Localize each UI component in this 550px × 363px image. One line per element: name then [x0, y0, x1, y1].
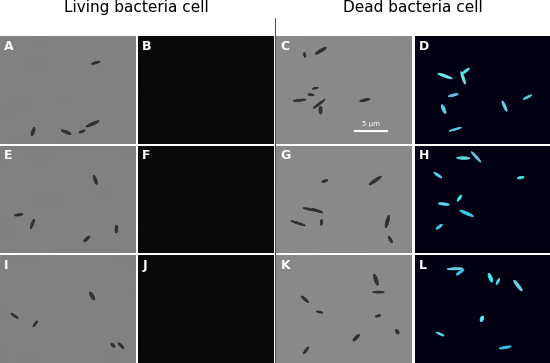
Ellipse shape — [293, 99, 306, 102]
Ellipse shape — [312, 87, 318, 89]
Ellipse shape — [304, 347, 309, 354]
Ellipse shape — [115, 225, 118, 233]
Ellipse shape — [514, 280, 522, 291]
Text: K: K — [280, 258, 290, 272]
Ellipse shape — [291, 221, 305, 226]
Ellipse shape — [385, 215, 389, 228]
Ellipse shape — [438, 203, 449, 205]
Ellipse shape — [14, 214, 23, 216]
Text: G: G — [280, 149, 291, 162]
Ellipse shape — [90, 292, 95, 300]
Ellipse shape — [118, 343, 124, 348]
Ellipse shape — [449, 127, 461, 131]
Ellipse shape — [471, 152, 481, 162]
Ellipse shape — [456, 269, 464, 275]
Ellipse shape — [375, 315, 381, 317]
Text: H: H — [419, 149, 429, 162]
Ellipse shape — [499, 346, 511, 349]
Ellipse shape — [523, 95, 532, 99]
Text: L: L — [419, 258, 427, 272]
Text: D: D — [419, 40, 429, 53]
Ellipse shape — [388, 236, 392, 243]
Ellipse shape — [461, 72, 465, 84]
Ellipse shape — [456, 157, 470, 159]
Ellipse shape — [436, 332, 444, 336]
Text: E: E — [4, 149, 13, 162]
Ellipse shape — [319, 106, 322, 114]
Ellipse shape — [86, 121, 99, 127]
Ellipse shape — [441, 105, 446, 114]
Text: Living bacteria cell: Living bacteria cell — [64, 0, 209, 15]
Text: F: F — [142, 149, 151, 162]
Text: A: A — [4, 40, 14, 53]
Ellipse shape — [438, 73, 452, 79]
Ellipse shape — [31, 127, 35, 135]
Ellipse shape — [84, 236, 90, 242]
Ellipse shape — [518, 176, 524, 179]
Ellipse shape — [61, 130, 71, 134]
Ellipse shape — [373, 274, 378, 285]
Text: J: J — [142, 258, 147, 272]
Ellipse shape — [312, 209, 323, 213]
Ellipse shape — [462, 68, 469, 74]
Ellipse shape — [480, 316, 483, 322]
Ellipse shape — [303, 208, 317, 211]
Ellipse shape — [488, 273, 493, 282]
Ellipse shape — [447, 268, 463, 270]
Text: I: I — [4, 258, 9, 272]
Ellipse shape — [436, 224, 442, 229]
Ellipse shape — [448, 94, 458, 97]
Ellipse shape — [369, 176, 382, 185]
Text: 5 μm: 5 μm — [362, 121, 380, 127]
Ellipse shape — [91, 61, 100, 64]
Ellipse shape — [395, 329, 399, 334]
Ellipse shape — [314, 99, 325, 108]
Ellipse shape — [111, 343, 115, 347]
Ellipse shape — [308, 94, 314, 96]
Ellipse shape — [353, 334, 360, 341]
Ellipse shape — [322, 179, 328, 183]
Ellipse shape — [11, 313, 18, 318]
Ellipse shape — [79, 130, 85, 133]
Ellipse shape — [460, 210, 474, 217]
Ellipse shape — [496, 278, 499, 285]
Ellipse shape — [502, 101, 507, 111]
Text: C: C — [280, 40, 289, 53]
Ellipse shape — [301, 296, 309, 302]
Ellipse shape — [457, 195, 462, 201]
Text: B: B — [142, 40, 152, 53]
Ellipse shape — [316, 311, 323, 313]
Ellipse shape — [315, 47, 327, 54]
Ellipse shape — [30, 219, 35, 229]
Text: Dead bacteria cell: Dead bacteria cell — [343, 0, 483, 15]
Ellipse shape — [320, 219, 322, 225]
Ellipse shape — [360, 99, 370, 102]
Ellipse shape — [33, 321, 38, 327]
Ellipse shape — [434, 172, 442, 178]
Ellipse shape — [373, 291, 384, 293]
Ellipse shape — [304, 53, 306, 57]
Ellipse shape — [94, 175, 97, 184]
